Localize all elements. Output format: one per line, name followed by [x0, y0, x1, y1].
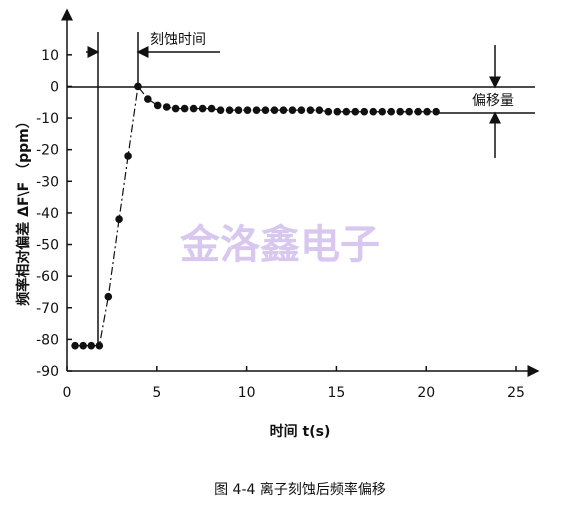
data-point	[261, 106, 270, 114]
y-tick-label: -40	[36, 206, 59, 222]
data-point	[405, 107, 413, 116]
data-point	[423, 107, 431, 116]
data-point	[270, 106, 279, 114]
data-point	[95, 341, 104, 350]
y-tick-label: -50	[36, 238, 59, 254]
y-tick-label: -90	[36, 364, 59, 380]
data-point	[104, 292, 113, 301]
watermark: 金洛鑫电子	[179, 222, 380, 268]
y-tick-label: 0	[50, 79, 59, 95]
data-point	[144, 95, 152, 103]
x-tick-label: 15	[328, 385, 346, 401]
data-point	[351, 107, 360, 116]
data-point	[225, 106, 234, 114]
data-point	[360, 107, 369, 116]
y-tick-label: -30	[36, 174, 59, 190]
data-point	[153, 101, 162, 110]
x-tick-label: 10	[238, 385, 256, 401]
x-tick-label: 5	[152, 385, 161, 401]
data-point	[171, 104, 180, 113]
data-point	[342, 107, 351, 116]
data-point	[324, 107, 333, 116]
data-point	[189, 104, 198, 113]
data-point	[378, 107, 387, 116]
data-point	[71, 341, 79, 350]
y-tick-label: -70	[36, 301, 59, 317]
caption: 图 4-4 离子刻蚀后频率偏移	[214, 481, 386, 498]
annotation: 偏移量	[472, 93, 514, 109]
y-tick-label: 10	[41, 48, 59, 64]
x-tick-label: 25	[507, 385, 525, 401]
data-point	[432, 107, 440, 116]
x-axis-label: 时间 t(s)	[270, 423, 331, 440]
data-point	[297, 106, 306, 114]
y-tick-label: -80	[36, 332, 59, 348]
data-point	[162, 103, 171, 111]
data-point	[180, 104, 189, 113]
y-tick-label: -10	[36, 111, 59, 127]
y-tick-label: -60	[36, 269, 59, 285]
data-point	[234, 106, 243, 114]
data-point	[414, 107, 422, 116]
data-point	[333, 107, 342, 116]
data-point	[315, 106, 324, 114]
data-point	[396, 107, 404, 116]
data-point	[79, 341, 87, 350]
data-point	[252, 106, 261, 114]
data-point	[115, 215, 123, 224]
x-tick-label: 20	[417, 385, 435, 401]
data-point	[243, 106, 252, 114]
data-line	[75, 84, 437, 347]
data-point	[198, 104, 207, 113]
data-point	[288, 106, 297, 114]
data-point	[369, 107, 378, 116]
data-point	[87, 341, 96, 350]
data-point	[134, 82, 142, 91]
data-point	[306, 106, 315, 114]
data-point	[279, 106, 288, 114]
y-axis-label: 频率相对偏差 ΔF\F （ppm）	[15, 114, 32, 305]
data-point	[387, 107, 396, 116]
data-point	[216, 106, 225, 114]
data-point	[207, 104, 216, 113]
x-tick-label: 0	[63, 385, 72, 401]
y-tick-label: -20	[36, 143, 59, 159]
data-point	[124, 152, 132, 160]
annotation: 刻蚀时间	[150, 32, 206, 48]
